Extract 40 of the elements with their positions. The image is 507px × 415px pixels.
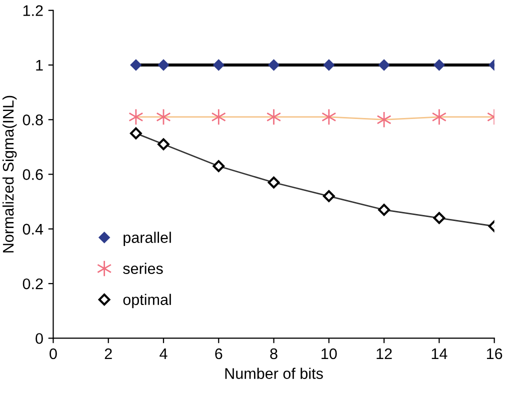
point: [378, 204, 390, 216]
point: [128, 108, 144, 126]
point: [433, 212, 446, 224]
point: [322, 108, 336, 126]
point: [322, 190, 335, 202]
point: [158, 59, 170, 71]
y-tick-label: 0.4: [22, 224, 44, 235]
y-tick-label: 0: [36, 333, 43, 344]
point: [323, 59, 335, 71]
y-tick-label: 0.8: [22, 114, 43, 126]
legend-label: optimal: [123, 294, 171, 308]
point: [130, 127, 142, 140]
x-tick-label: 8: [270, 348, 278, 360]
point: [211, 108, 226, 126]
point: [432, 108, 446, 126]
legend-label: parallel: [124, 232, 171, 246]
x-axis-title: Number of bits: [225, 368, 323, 379]
x-tick-label: 16: [486, 348, 502, 360]
y-tick-label: 1: [36, 60, 43, 71]
x-tick-label: 12: [376, 348, 392, 360]
point: [268, 176, 280, 188]
point: [212, 160, 225, 172]
y-tick-label: 1.2: [23, 5, 43, 16]
y-tick-label: 0.2: [22, 278, 43, 290]
x-tick-label: 2: [104, 348, 112, 360]
point: [434, 59, 445, 71]
legend-label: series: [123, 262, 163, 274]
y-axis-title: Normalized Sigma(INL): [2, 96, 17, 252]
y-tick-label: 0.6: [22, 169, 43, 180]
point: [378, 59, 390, 71]
x-tick-label: 10: [322, 348, 337, 360]
x-tick-label: 14: [432, 348, 448, 360]
x-tick-label: 6: [215, 348, 222, 360]
point: [266, 108, 282, 126]
x-tick-label: 0: [50, 348, 57, 360]
point: [158, 138, 170, 150]
point: [130, 59, 142, 71]
point: [268, 59, 280, 71]
point: [213, 59, 224, 71]
x-tick-label: 4: [160, 348, 168, 360]
